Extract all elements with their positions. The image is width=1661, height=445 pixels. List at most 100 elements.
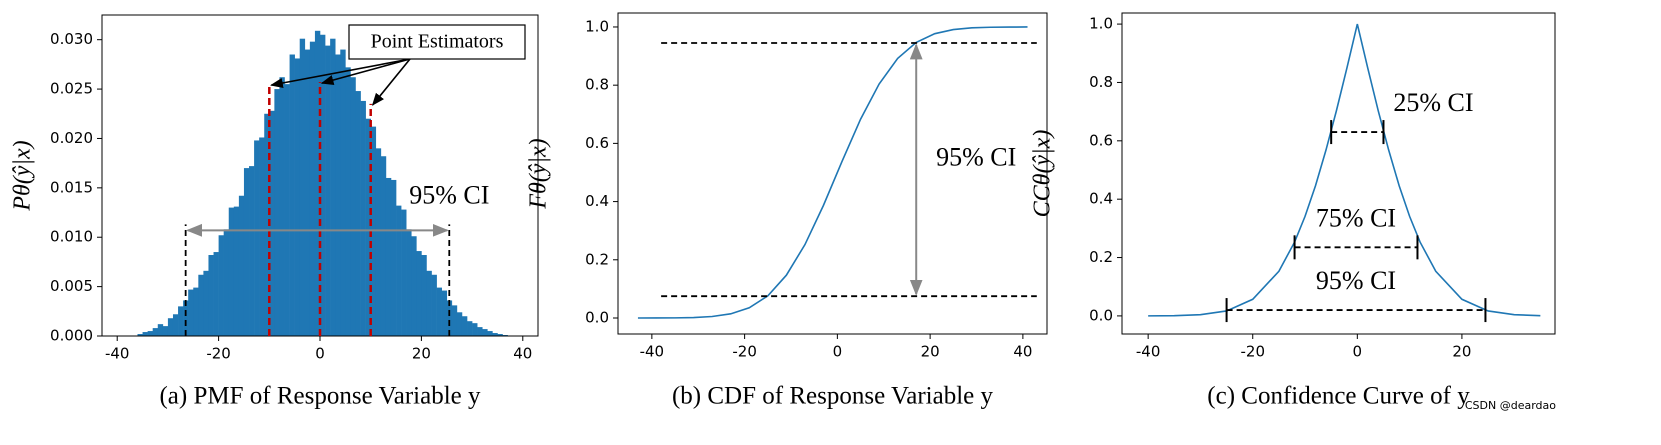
- x-tick-label: -20: [1240, 343, 1265, 361]
- bar: [431, 274, 437, 336]
- bar: [218, 235, 224, 336]
- bar: [299, 38, 306, 336]
- bar: [178, 306, 184, 336]
- bar: [330, 38, 336, 336]
- bar: [390, 179, 397, 336]
- bar: [228, 207, 235, 336]
- y-tick-label: 0.8: [585, 76, 609, 94]
- bar: [269, 110, 275, 336]
- bar: [172, 314, 179, 336]
- x-tick-label: -20: [206, 345, 231, 363]
- y-tick-label: 0.0: [585, 308, 609, 326]
- bar: [249, 166, 255, 336]
- caption: (a) PMF of Response Variable y: [159, 383, 481, 410]
- y-tick-label: 0.4: [585, 192, 609, 210]
- x-tick-label: -20: [732, 343, 757, 361]
- y-tick-label: 0.8: [1089, 73, 1113, 91]
- y-tick-label: 0.000: [50, 327, 93, 345]
- y-tick-label: 0.0: [1089, 306, 1113, 324]
- bar: [456, 312, 463, 336]
- y-tick-label: 0.2: [585, 250, 609, 268]
- bar: [426, 270, 432, 336]
- axes-frame: [617, 12, 1048, 335]
- label-box-text: Point Estimators: [371, 31, 504, 53]
- bar: [243, 168, 250, 336]
- bar: [487, 331, 493, 336]
- interval-label: 25% CI: [1393, 88, 1473, 117]
- bar: [451, 305, 458, 336]
- bar: [406, 229, 412, 336]
- bar: [380, 156, 387, 336]
- y-tick-label: 0.015: [50, 178, 93, 196]
- bar: [375, 148, 382, 336]
- x-tick-label: 0: [833, 343, 843, 361]
- interval-label: 75% CI: [1316, 203, 1396, 232]
- bar: [203, 270, 209, 336]
- bar: [279, 77, 285, 337]
- bar: [183, 300, 189, 336]
- x-tick-label: 0: [1353, 343, 1363, 361]
- bar: [396, 205, 402, 336]
- y-tick-label: 0.030: [50, 30, 93, 48]
- bar: [461, 316, 468, 336]
- bar: [233, 206, 240, 336]
- watermark: CSDN @deardao: [1465, 399, 1556, 412]
- bar: [259, 137, 265, 336]
- caption: (b) CDF of Response Variable y: [672, 383, 994, 410]
- interval-label: 95% CI: [1316, 266, 1396, 295]
- y-tick-label: 0.4: [1089, 190, 1113, 208]
- bar: [355, 91, 361, 336]
- bar: [309, 41, 316, 336]
- y-tick-label: 1.0: [1089, 15, 1113, 33]
- bar: [441, 290, 448, 336]
- x-tick-label: -40: [1136, 343, 1161, 361]
- bar: [193, 287, 199, 336]
- bar: [416, 251, 422, 336]
- axes-frame: [1121, 12, 1556, 335]
- x-tick-label: -40: [640, 343, 665, 361]
- bar: [467, 321, 473, 336]
- bar: [482, 329, 488, 336]
- bar: [421, 255, 427, 336]
- x-tick-label: 20: [921, 343, 940, 361]
- y-tick-label: 0.005: [50, 277, 93, 295]
- bar: [446, 300, 453, 336]
- x-tick-label: 40: [1013, 343, 1032, 361]
- y-axis-label: Fθ(ŷ|x): [526, 138, 552, 209]
- pointer-arrow: [270, 58, 411, 89]
- curve: [1148, 23, 1541, 317]
- bar: [345, 67, 351, 337]
- caption: (c) Confidence Curve of y: [1207, 383, 1470, 410]
- bar: [314, 30, 321, 337]
- y-tick-label: 0.010: [50, 228, 93, 246]
- y-tick-label: 0.2: [1089, 248, 1113, 266]
- x-tick-label: 40: [513, 345, 532, 363]
- x-tick-label: -40: [105, 345, 130, 363]
- bar: [320, 34, 326, 336]
- bar: [223, 229, 230, 336]
- y-axis-label: CCθ(ŷ|x): [1030, 130, 1056, 218]
- bar: [472, 323, 478, 336]
- bar: [289, 54, 295, 336]
- curve: [637, 26, 1028, 319]
- bar: [350, 77, 356, 337]
- y-tick-label: 0.025: [50, 80, 93, 98]
- x-tick-label: 20: [412, 345, 431, 363]
- bar: [157, 324, 164, 336]
- bar: [365, 118, 371, 336]
- bar: [492, 333, 498, 336]
- bar: [254, 140, 260, 336]
- bar: [142, 332, 148, 336]
- x-tick-label: 0: [315, 345, 325, 363]
- pointer-arrow: [371, 58, 411, 106]
- bar: [325, 45, 331, 336]
- label-box: [348, 24, 526, 60]
- bar: [208, 255, 214, 336]
- bar: [477, 327, 483, 336]
- bar: [436, 287, 442, 336]
- interval-label: 95% CI: [409, 180, 489, 209]
- bar: [274, 89, 280, 336]
- y-tick-label: 0.6: [585, 134, 609, 152]
- y-tick-label: 1.0: [585, 17, 609, 35]
